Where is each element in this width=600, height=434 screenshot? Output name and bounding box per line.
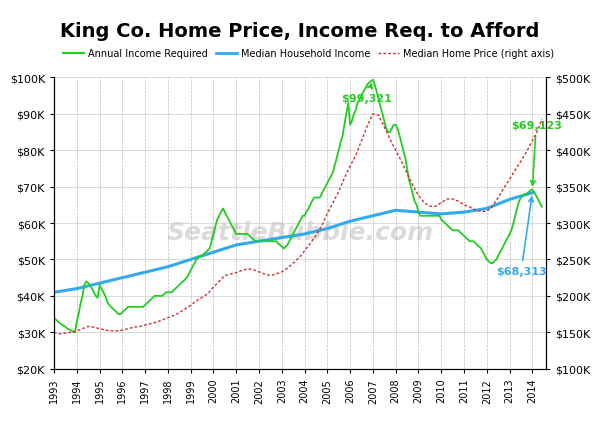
Text: $68,313: $68,313 bbox=[496, 198, 547, 276]
Text: SeattleBubble.com: SeattleBubble.com bbox=[166, 220, 434, 244]
Legend: Annual Income Required, Median Household Income, Median Home Price (right axis): Annual Income Required, Median Household… bbox=[59, 45, 558, 63]
Text: $69,123: $69,123 bbox=[511, 121, 562, 186]
Text: $99,321: $99,321 bbox=[341, 85, 392, 104]
Title: King Co. Home Price, Income Req. to Afford: King Co. Home Price, Income Req. to Affo… bbox=[61, 22, 539, 40]
